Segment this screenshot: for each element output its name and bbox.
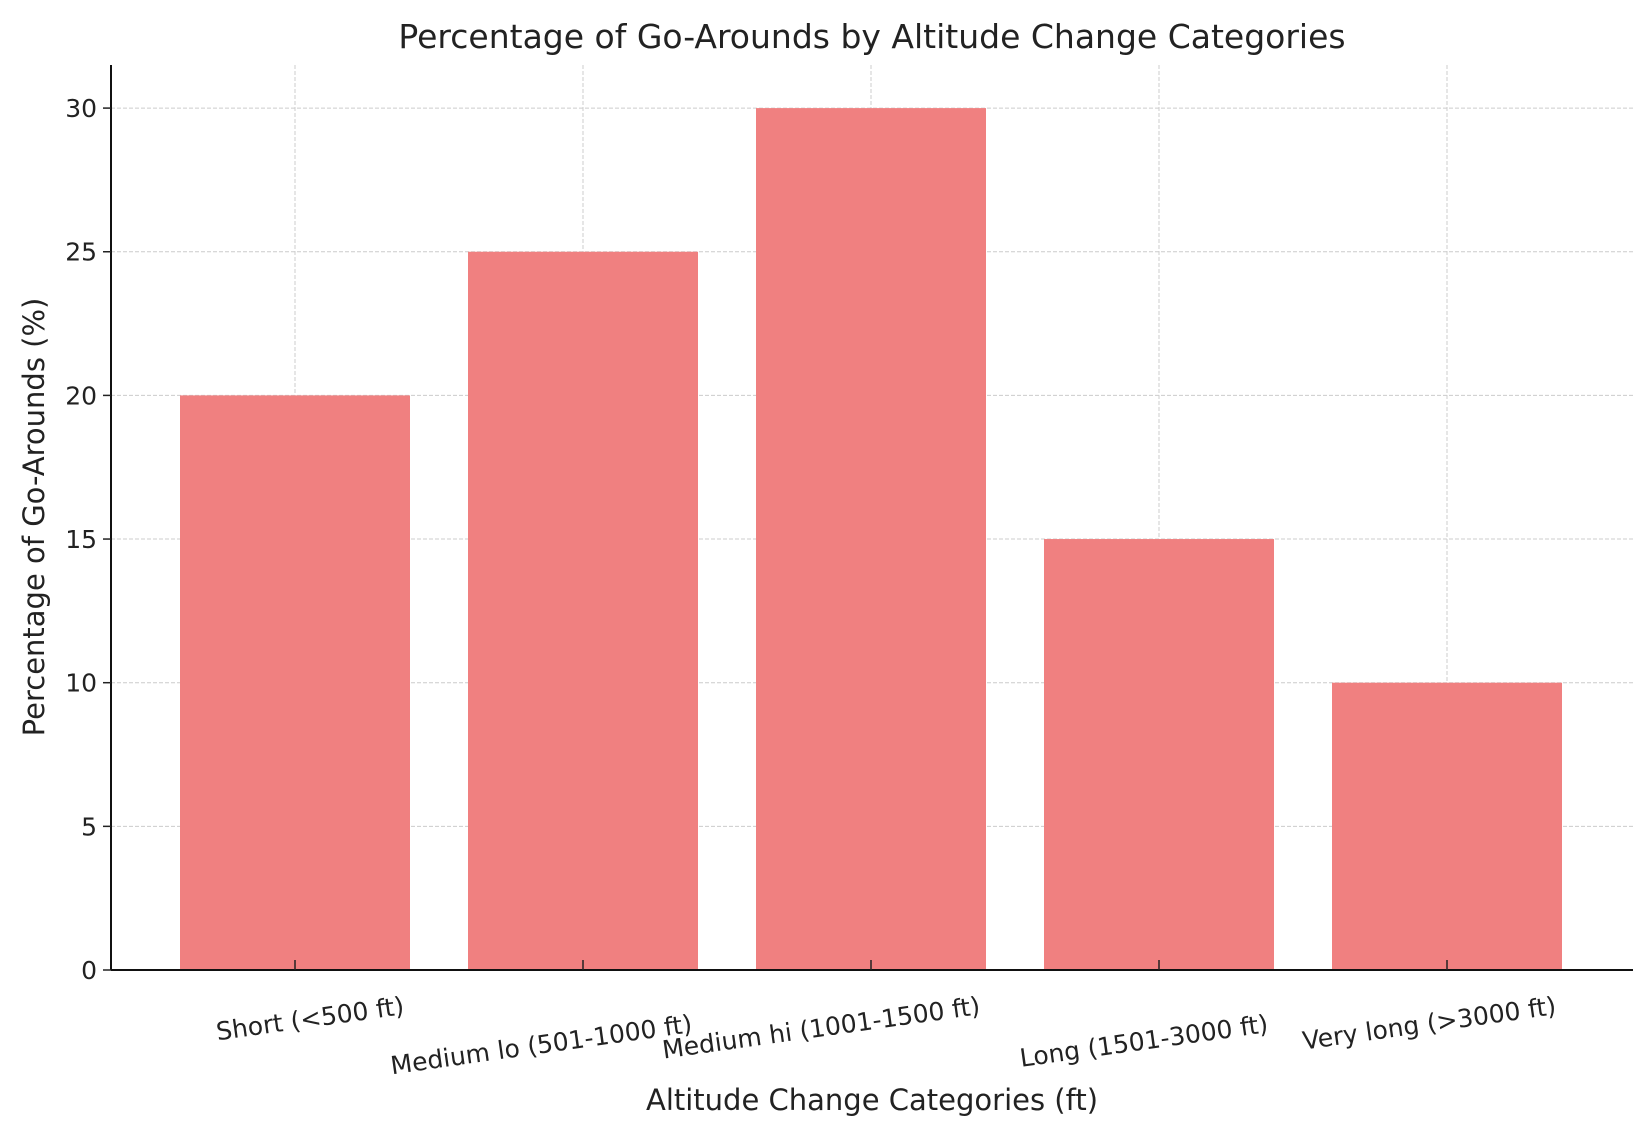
- x-tick-label: Medium hi (1001-1500 ft): [660, 991, 981, 1064]
- y-ticks: 0 5 10 15 20 25 30: [65, 94, 111, 985]
- x-axis-label: Altitude Change Categories (ft): [646, 1083, 1098, 1117]
- bar: [756, 108, 986, 971]
- y-tick-label: 20: [65, 381, 97, 410]
- y-tick-label: 30: [65, 94, 97, 123]
- bar: [180, 395, 410, 970]
- y-tick-label: 0: [81, 956, 97, 985]
- y-tick-label: 10: [65, 669, 97, 698]
- x-tick-label: Long (1501-3000 ft): [1018, 1009, 1270, 1073]
- x-tick-label: Short (<500 ft): [214, 991, 406, 1046]
- x-tick-label: Very long (>3000 ft): [1301, 991, 1558, 1055]
- x-ticks: Short (<500 ft)Medium lo (501-1000 ft)Me…: [214, 960, 1558, 1080]
- bar: [1332, 682, 1562, 970]
- y-axis-label: Percentage of Go-Arounds (%): [17, 298, 51, 737]
- y-tick-label: 25: [65, 238, 97, 267]
- chart-title: Percentage of Go-Arounds by Altitude Cha…: [398, 17, 1345, 56]
- bar: [1044, 539, 1274, 970]
- bars: [180, 108, 1562, 971]
- x-tick-label: Medium lo (501-1000 ft): [389, 1009, 694, 1080]
- y-tick-label: 5: [81, 812, 97, 841]
- axes: [110, 65, 1633, 971]
- bar: [468, 251, 698, 970]
- y-tick-label: 15: [65, 525, 97, 554]
